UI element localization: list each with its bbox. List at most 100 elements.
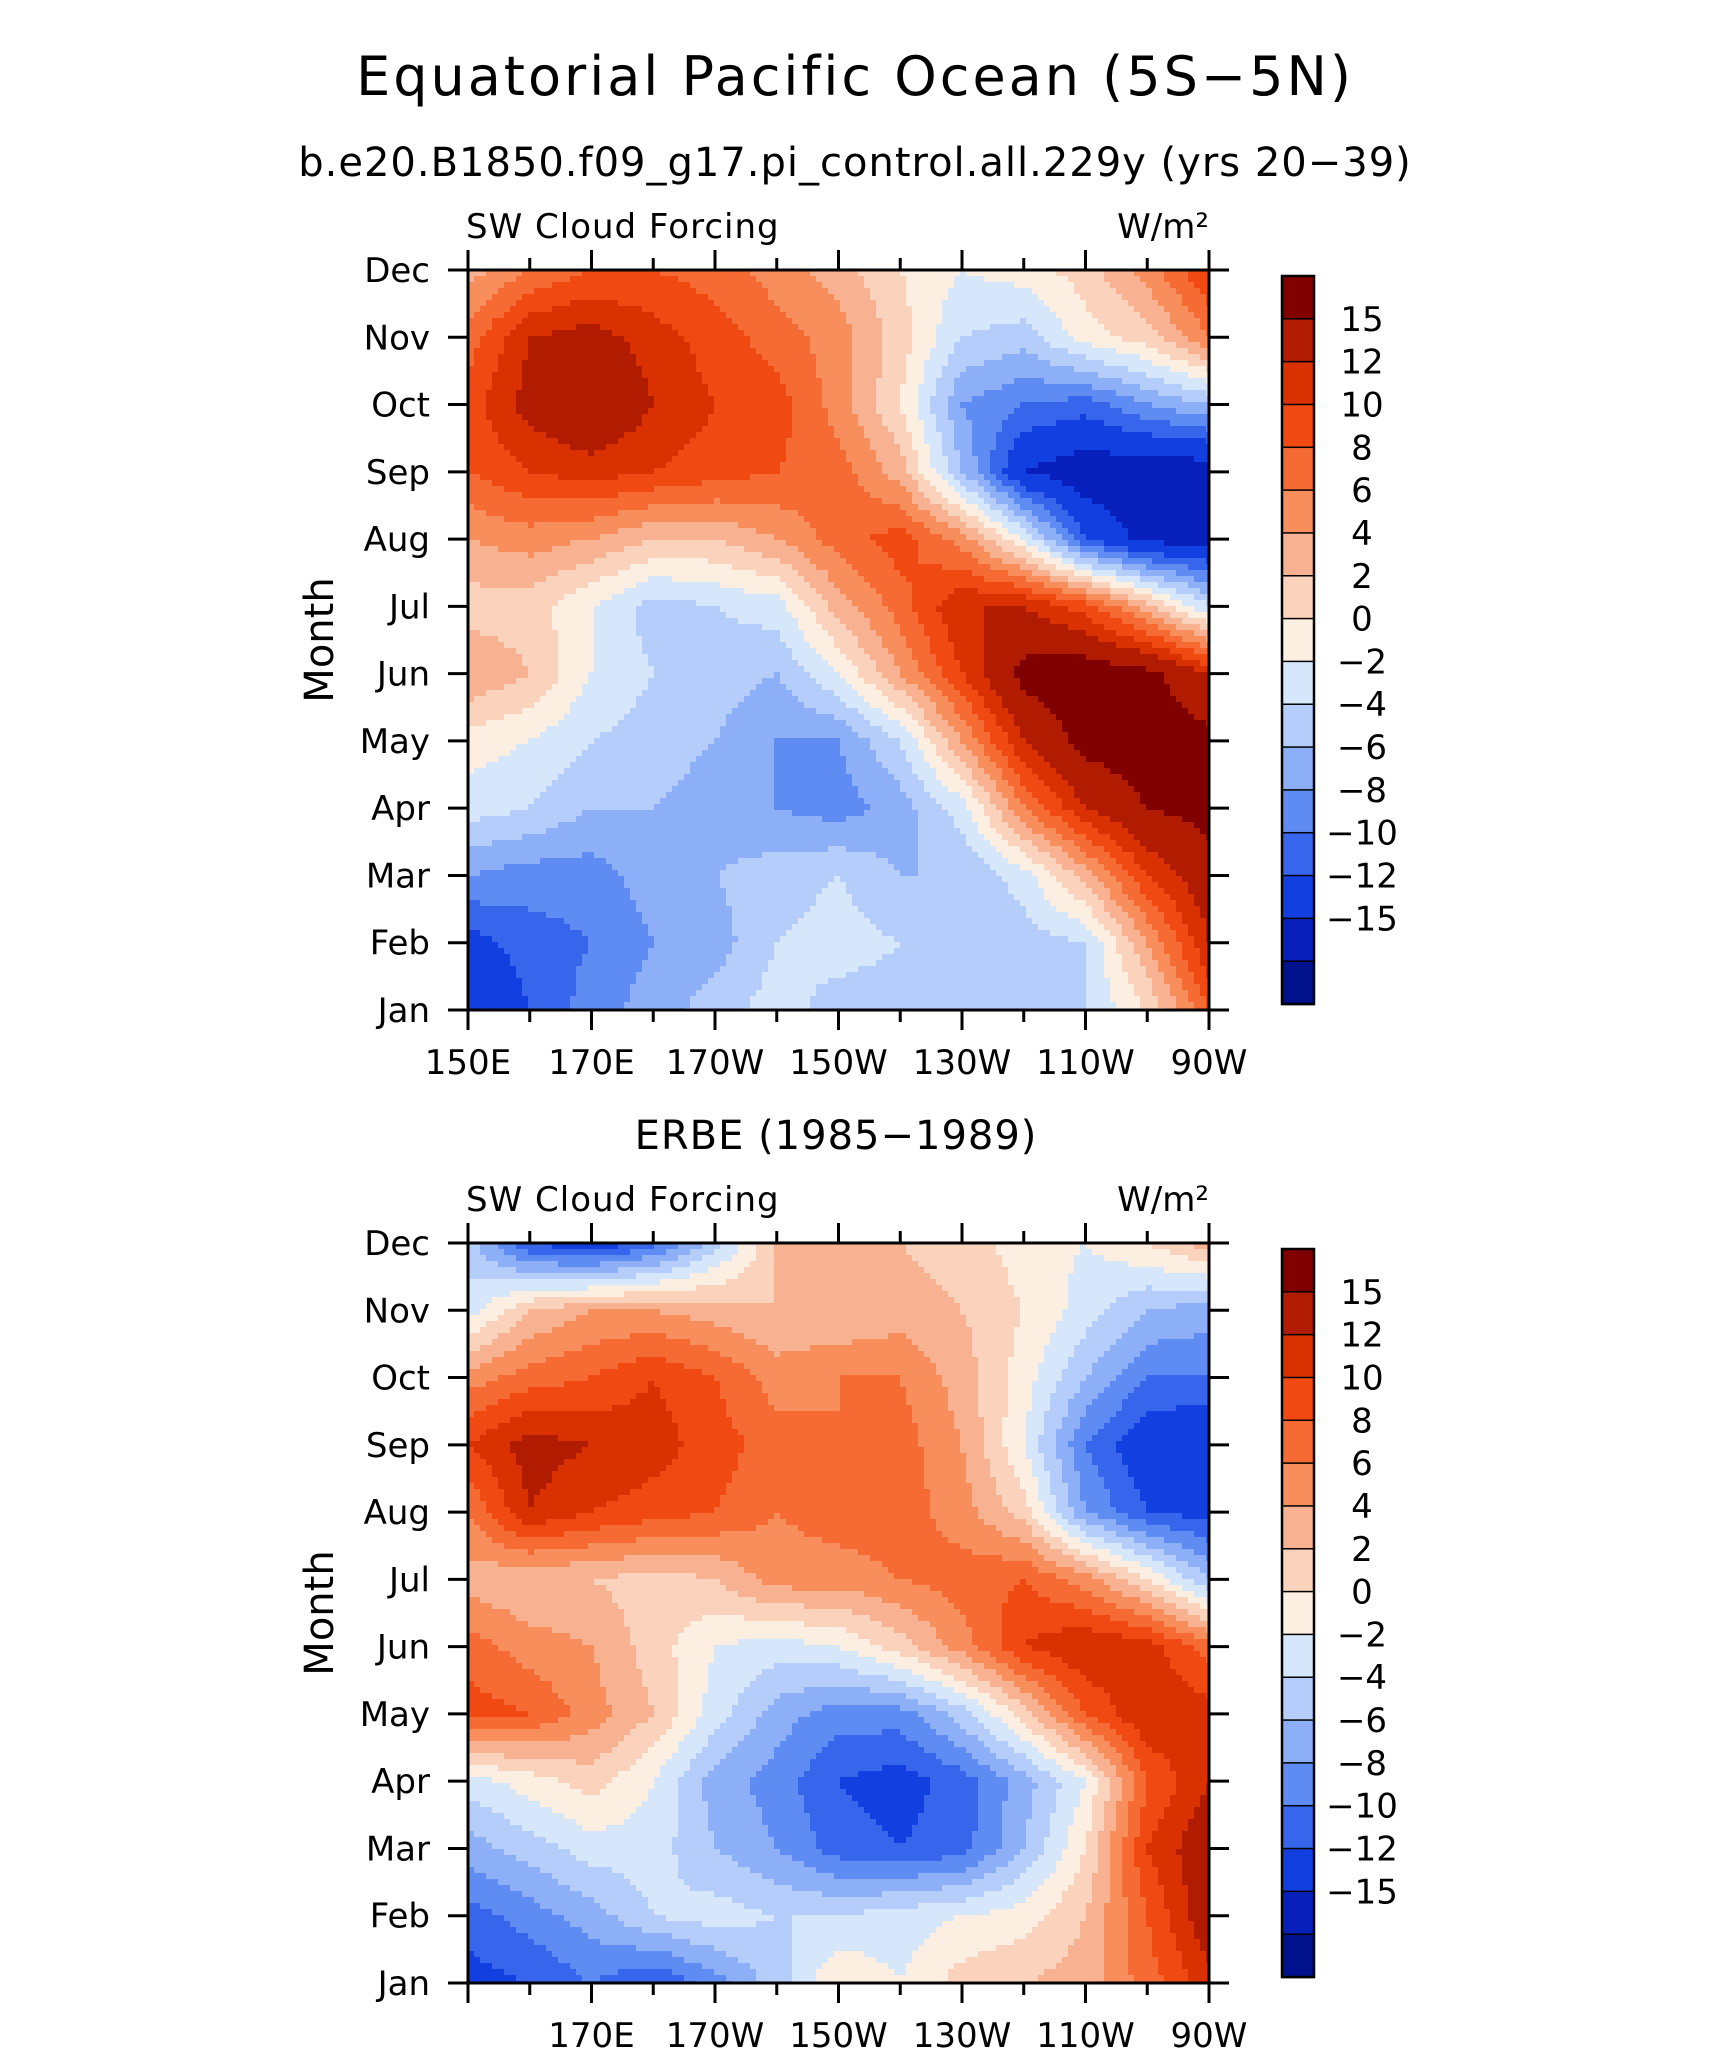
field-cell	[552, 996, 559, 1003]
field-cell	[510, 588, 517, 595]
field-cell	[576, 864, 583, 871]
field-cell	[552, 492, 559, 499]
field-cell	[606, 954, 613, 961]
panel-model: JanFebMarAprMayJunJulAugSepOctNovDec150E…	[297, 207, 1398, 1083]
field-cell	[636, 756, 643, 763]
field-cell	[510, 852, 517, 859]
field-cell	[666, 936, 673, 943]
field-cell	[624, 534, 631, 541]
field-cell	[558, 882, 565, 889]
field-cell	[516, 486, 523, 493]
field-cell	[624, 798, 631, 805]
field-cell	[564, 378, 571, 385]
field-cell	[540, 762, 547, 769]
field-cell	[522, 288, 529, 295]
field-cell	[576, 594, 583, 601]
field-cell	[624, 444, 631, 451]
field-cell	[624, 978, 631, 985]
field-cell	[492, 762, 499, 769]
field-cell	[498, 804, 505, 811]
field-cell	[606, 852, 613, 859]
field-cell	[654, 390, 661, 397]
field-cell	[666, 924, 673, 931]
field-cell	[522, 594, 529, 601]
field-cell	[624, 822, 631, 829]
field-cell	[504, 378, 511, 385]
field-cell	[660, 984, 667, 991]
field-cell	[600, 846, 607, 853]
field-cell	[504, 816, 511, 823]
field-cell	[654, 462, 661, 469]
field-cell	[666, 300, 673, 307]
field-cell	[576, 600, 583, 607]
field-cell	[660, 894, 667, 901]
field-cell	[480, 690, 487, 697]
field-cell	[636, 282, 643, 289]
field-cell	[606, 642, 613, 649]
field-cell	[498, 822, 505, 829]
field-cell	[486, 426, 493, 433]
field-cell	[564, 990, 571, 997]
field-cell	[552, 696, 559, 703]
field-cell	[648, 660, 655, 667]
field-cell	[504, 882, 511, 889]
field-cell	[492, 570, 499, 577]
field-cell	[618, 936, 625, 943]
field-cell	[678, 486, 685, 493]
field-cell	[522, 666, 529, 673]
field-cell	[594, 684, 601, 691]
field-cell	[576, 846, 583, 853]
field-cell	[510, 378, 517, 385]
field-cell	[528, 456, 535, 463]
field-cell	[516, 600, 523, 607]
field-cell	[678, 600, 685, 607]
field-cell	[612, 810, 619, 817]
field-cell	[486, 744, 493, 751]
field-cell	[606, 912, 613, 919]
field-cell	[534, 378, 541, 385]
field-cell	[666, 834, 673, 841]
field-cell	[600, 486, 607, 493]
field-cell	[516, 954, 523, 961]
field-cell	[570, 822, 577, 829]
field-cell	[612, 348, 619, 355]
field-cell	[666, 792, 673, 799]
field-cell	[672, 354, 679, 361]
field-cell	[666, 606, 673, 613]
field-cell	[582, 534, 589, 541]
field-cell	[606, 444, 613, 451]
field-cell	[546, 498, 553, 505]
field-cell	[564, 894, 571, 901]
field-cell	[528, 534, 535, 541]
field-cell	[552, 924, 559, 931]
field-cell	[642, 996, 649, 1003]
field-cell	[564, 504, 571, 511]
field-cell	[678, 642, 685, 649]
field-cell	[474, 504, 481, 511]
field-cell	[552, 870, 559, 877]
field-cell	[612, 408, 619, 415]
field-cell	[660, 744, 667, 751]
field-cell	[492, 618, 499, 625]
field-cell	[636, 588, 643, 595]
field-cell	[540, 450, 547, 457]
field-cell	[510, 498, 517, 505]
field-cell	[654, 420, 661, 427]
field-cell	[612, 414, 619, 421]
field-cell	[618, 876, 625, 883]
field-cell	[648, 366, 655, 373]
field-cell	[570, 324, 577, 331]
field-cell	[642, 786, 649, 793]
field-cell	[612, 468, 619, 475]
field-cell	[660, 636, 667, 643]
field-cell	[540, 996, 547, 1003]
field-cell	[510, 636, 517, 643]
field-cell	[594, 402, 601, 409]
field-cell	[618, 696, 625, 703]
field-cell	[558, 276, 565, 283]
field-cell	[528, 492, 535, 499]
field-cell	[624, 468, 631, 475]
field-cell	[600, 816, 607, 823]
field-cell	[594, 786, 601, 793]
field-cell	[642, 438, 649, 445]
